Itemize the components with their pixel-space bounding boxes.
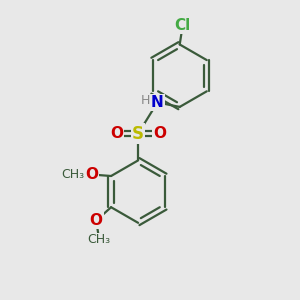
Text: O: O — [110, 126, 123, 141]
Text: Cl: Cl — [175, 18, 191, 33]
Text: O: O — [153, 126, 166, 141]
Text: CH₃: CH₃ — [61, 168, 84, 181]
Text: O: O — [90, 213, 103, 228]
Text: CH₃: CH₃ — [88, 233, 111, 246]
Text: S: S — [132, 125, 144, 143]
Text: N: N — [151, 95, 164, 110]
Text: O: O — [85, 167, 98, 182]
Text: H: H — [140, 94, 150, 107]
